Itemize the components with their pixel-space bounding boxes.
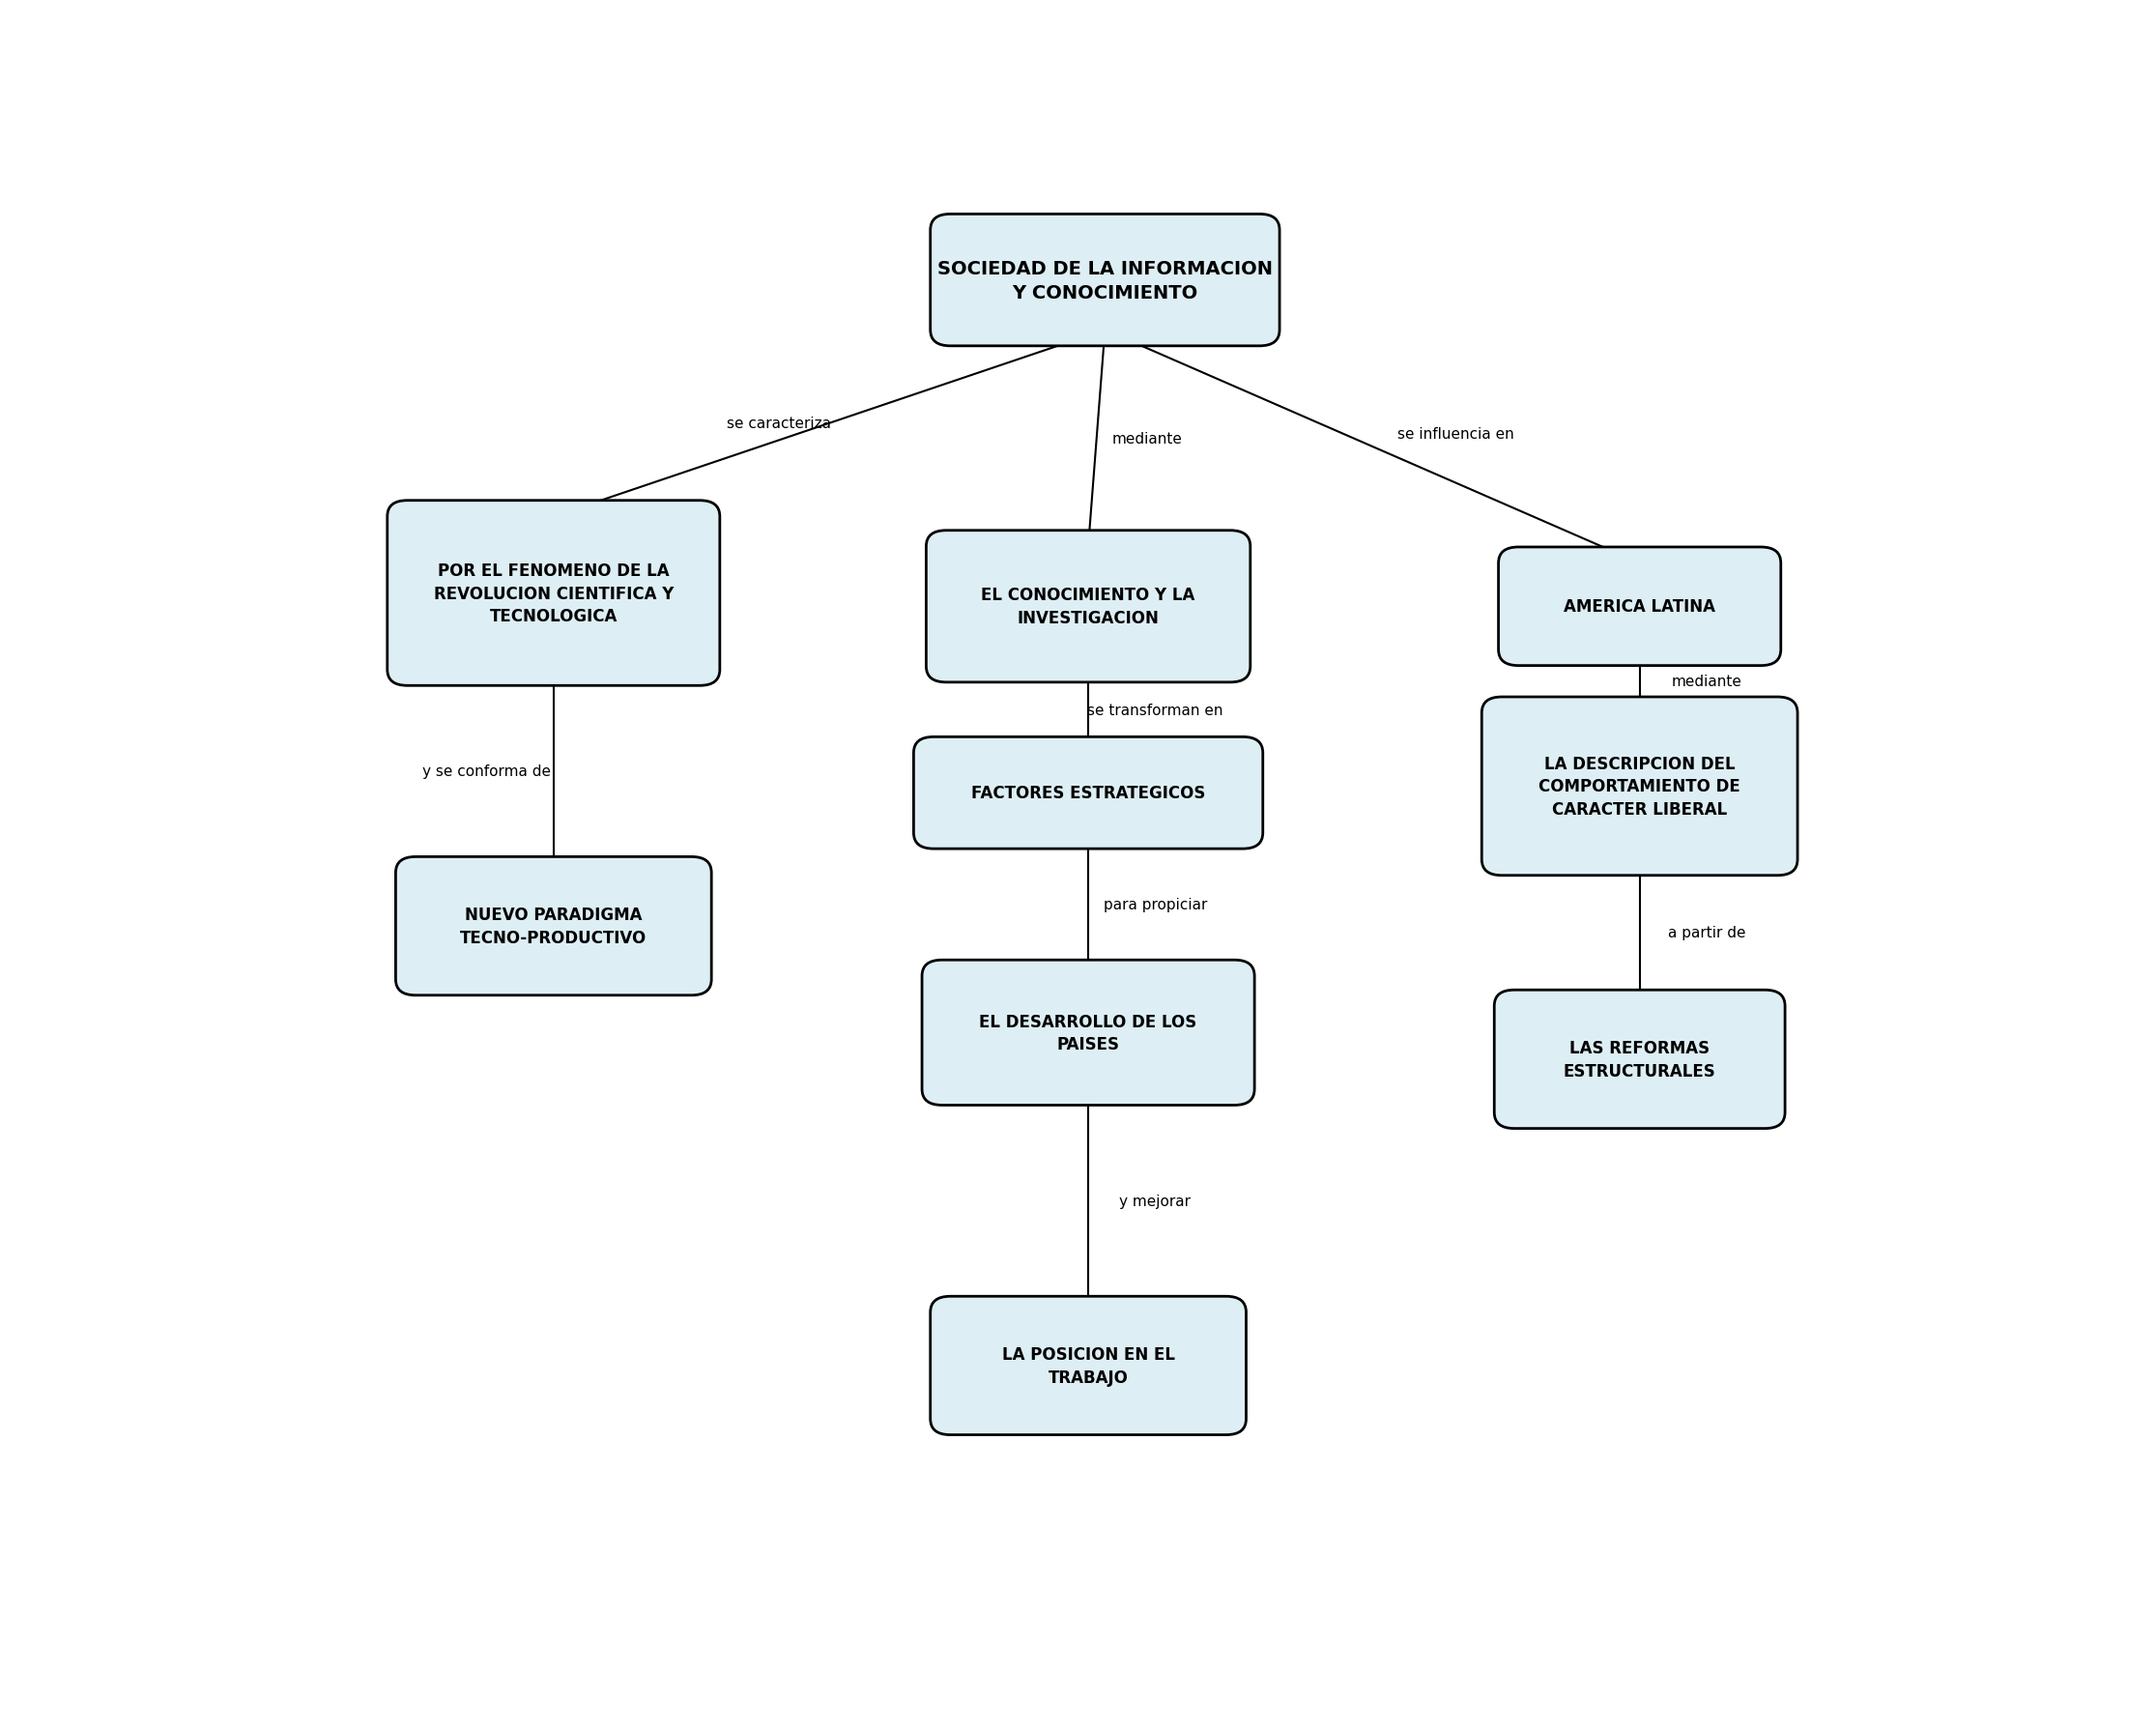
Text: EL CONOCIMIENTO Y LA
INVESTIGACION: EL CONOCIMIENTO Y LA INVESTIGACION [981,586,1194,628]
Text: mediante: mediante [1671,674,1742,690]
FancyBboxPatch shape [914,737,1263,849]
Text: se influencia en: se influencia en [1397,427,1514,441]
Text: y se conforma de: y se conforma de [423,764,552,778]
Text: EL DESARROLLO DE LOS
PAISES: EL DESARROLLO DE LOS PAISES [979,1013,1197,1053]
Text: mediante: mediante [1112,432,1181,446]
FancyBboxPatch shape [388,501,720,686]
Text: a partir de: a partir de [1667,925,1746,941]
FancyBboxPatch shape [931,214,1279,346]
FancyBboxPatch shape [923,960,1255,1105]
Text: y mejorar: y mejorar [1119,1193,1190,1209]
Text: para propiciar: para propiciar [1104,897,1207,911]
FancyBboxPatch shape [397,858,711,996]
Text: AMERICA LATINA: AMERICA LATINA [1563,598,1716,616]
Text: se caracteriza: se caracteriza [727,417,832,431]
Text: se transforman en: se transforman en [1087,702,1222,718]
FancyBboxPatch shape [1498,548,1781,666]
FancyBboxPatch shape [1494,991,1785,1129]
FancyBboxPatch shape [931,1297,1246,1435]
Text: LA POSICION EN EL
TRABAJO: LA POSICION EN EL TRABAJO [1003,1345,1175,1387]
Text: LAS REFORMAS
ESTRUCTURALES: LAS REFORMAS ESTRUCTURALES [1563,1039,1716,1079]
FancyBboxPatch shape [927,531,1250,683]
Text: LA DESCRIPCION DEL
COMPORTAMIENTO DE
CARACTER LIBERAL: LA DESCRIPCION DEL COMPORTAMIENTO DE CAR… [1539,756,1740,818]
Text: FACTORES ESTRATEGICOS: FACTORES ESTRATEGICOS [970,785,1205,802]
FancyBboxPatch shape [1481,697,1798,877]
Text: POR EL FENOMENO DE LA
REVOLUCION CIENTIFICA Y
TECNOLOGICA: POR EL FENOMENO DE LA REVOLUCION CIENTIF… [433,562,673,626]
Text: NUEVO PARADIGMA
TECNO-PRODUCTIVO: NUEVO PARADIGMA TECNO-PRODUCTIVO [459,906,647,946]
Text: SOCIEDAD DE LA INFORMACION
Y CONOCIMIENTO: SOCIEDAD DE LA INFORMACION Y CONOCIMIENT… [938,259,1272,303]
